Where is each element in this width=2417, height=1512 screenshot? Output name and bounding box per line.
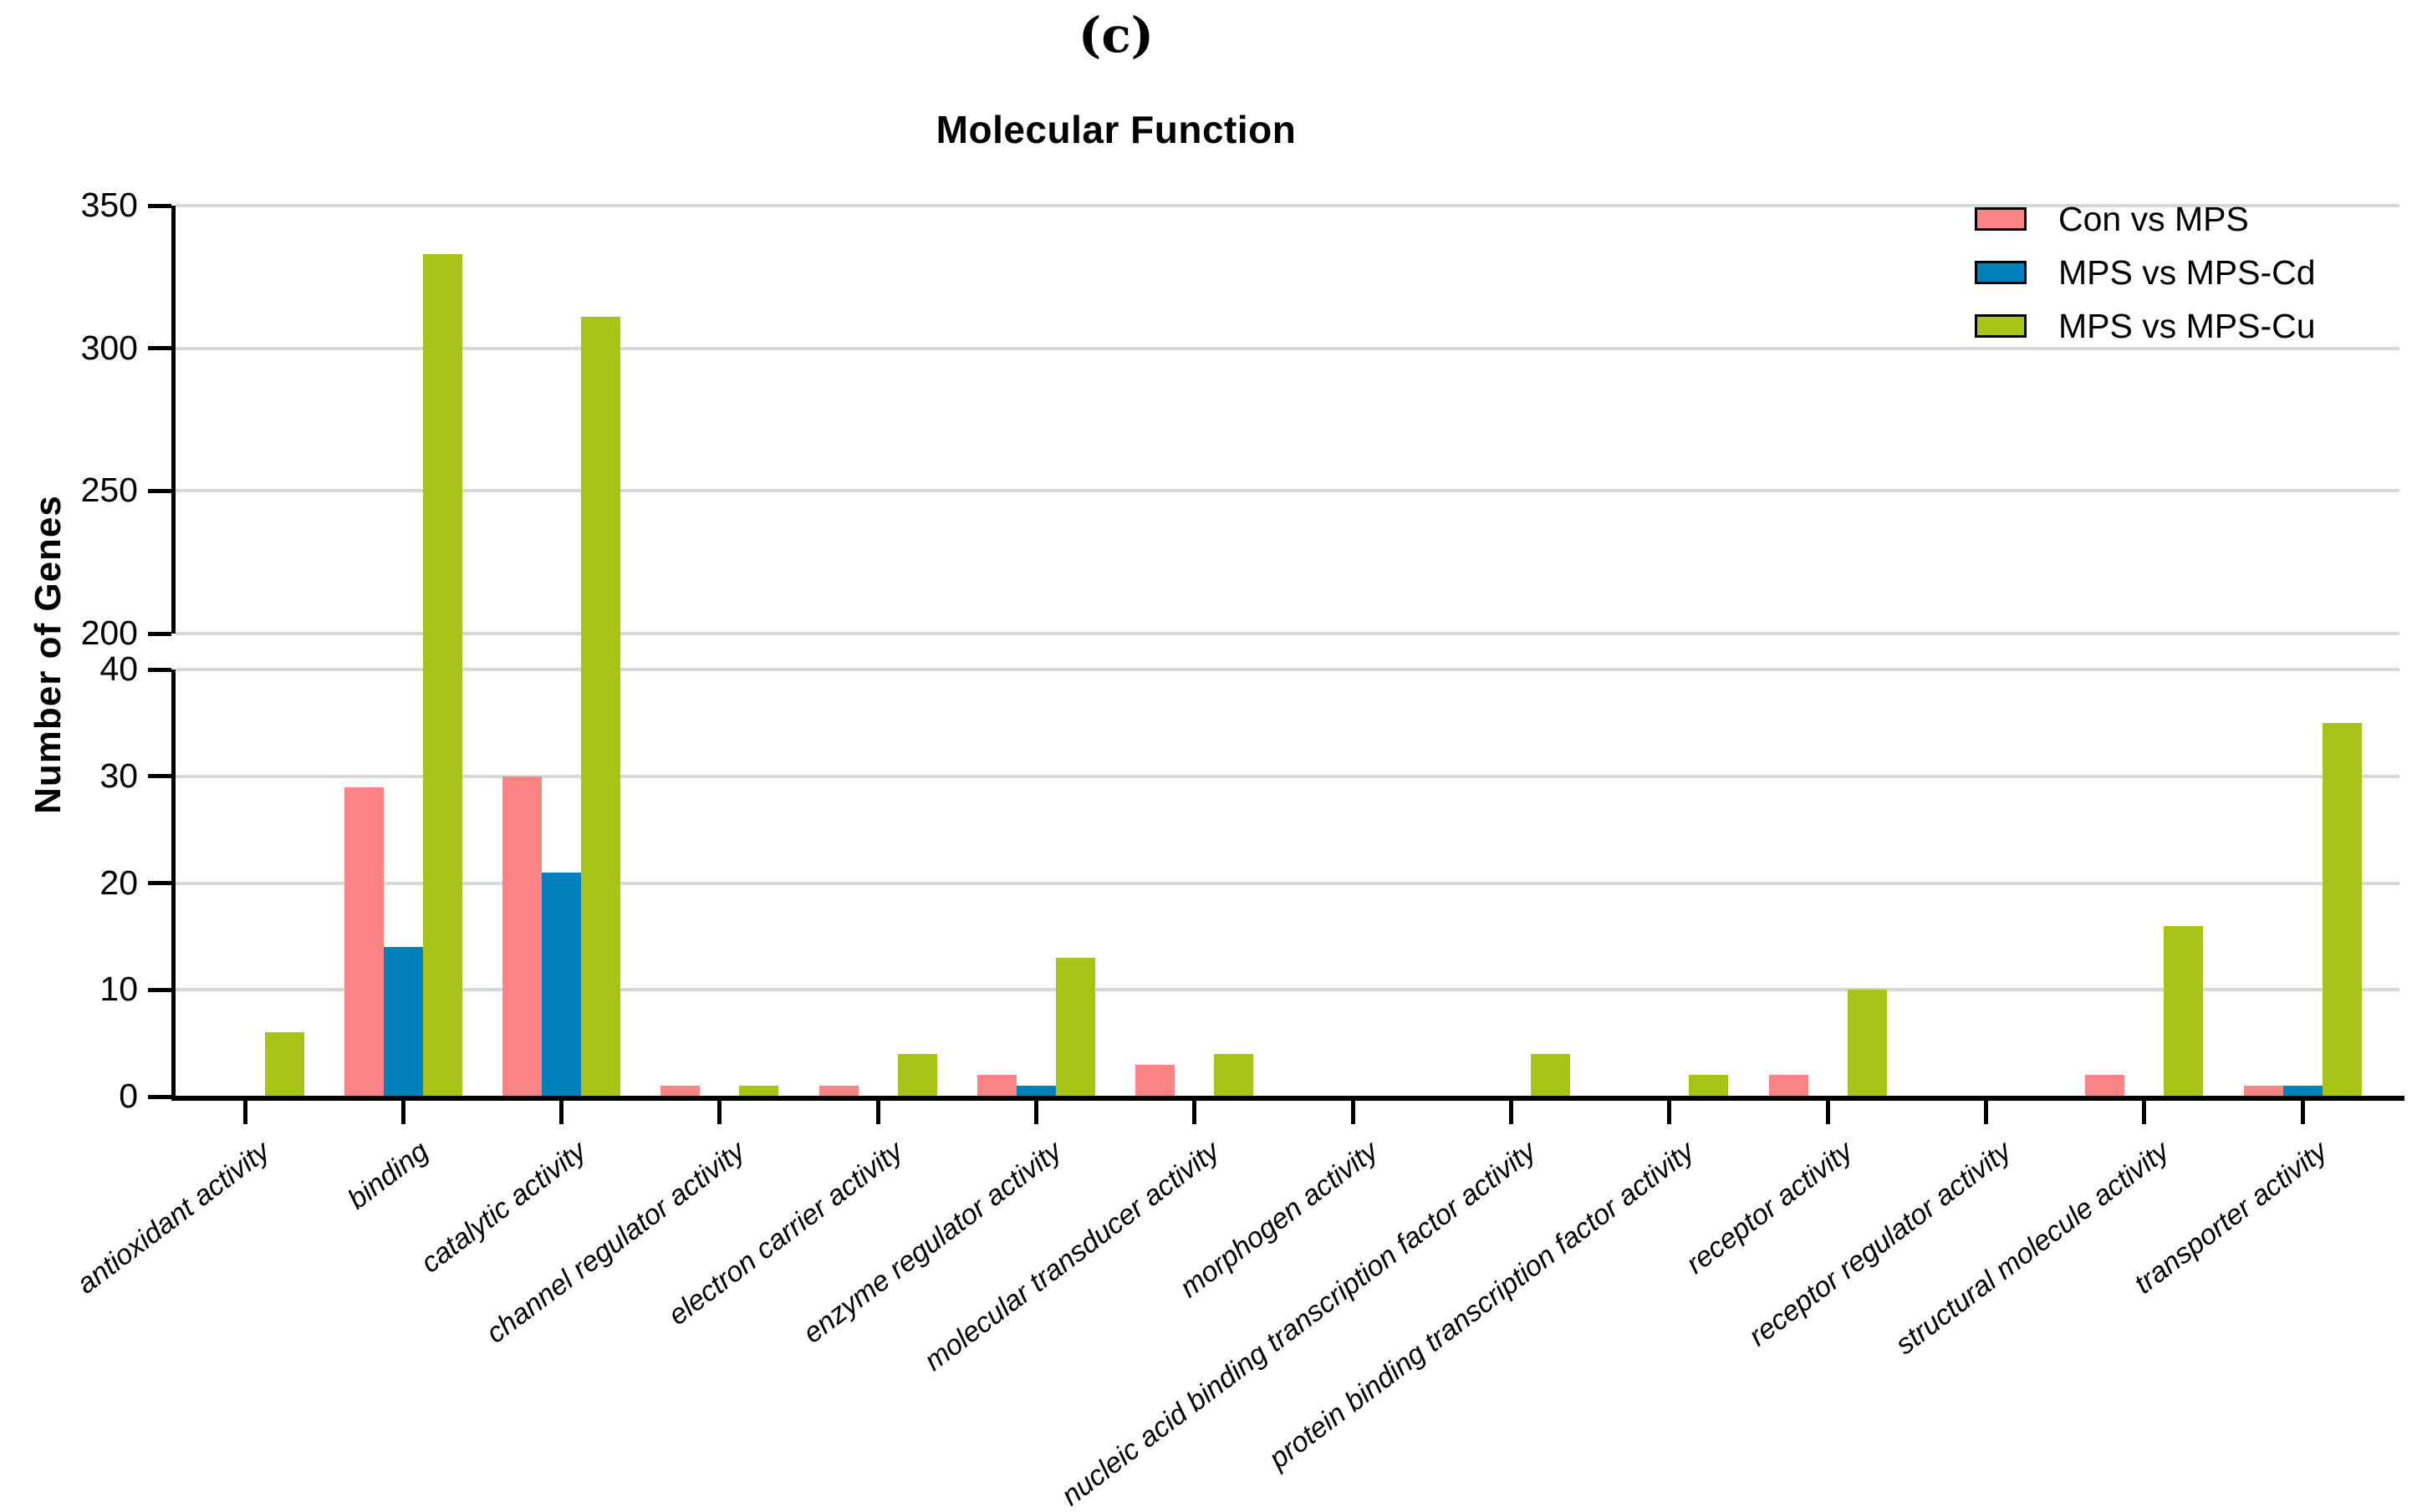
y-tick-label-20: 20 — [99, 863, 138, 902]
x-tick-7 — [1350, 1101, 1355, 1124]
y-tick-label-250: 250 — [80, 471, 138, 510]
bar-con-vs-mps-12 — [2085, 1075, 2125, 1097]
x-tick-9 — [1667, 1101, 1672, 1124]
bar-mps-vs-mps-cu-10 — [1847, 990, 1887, 1097]
bar-con-vs-mps-1 — [344, 787, 384, 1097]
bar-mps-vs-mps-cu-13 — [2322, 722, 2362, 1097]
gridline-y-300 — [176, 346, 2399, 350]
bar-mps-vs-mps-cd-5 — [1017, 1086, 1057, 1097]
x-tick-label-5: enzyme regulator activity — [797, 1135, 1068, 1350]
bar-mps-vs-mps-cu-6 — [1214, 1053, 1254, 1097]
legend-label-2: MPS vs MPS-Cu — [2058, 306, 2316, 345]
bar-mps-vs-mps-cu-12 — [2164, 925, 2204, 1097]
y-tick-300 — [148, 346, 171, 351]
bar-mps-vs-mps-cu-3 — [739, 1086, 779, 1097]
x-tick-13 — [2300, 1101, 2305, 1124]
x-tick-label-10: receptor activity — [1680, 1135, 1859, 1280]
y-tick-label-40: 40 — [99, 649, 138, 688]
chart-title: Molecular Function — [936, 108, 1297, 151]
legend-swatch-mps-vs-mps-cd — [1975, 261, 2027, 284]
y-axis-line-upper — [171, 206, 176, 634]
gridline-y-350 — [176, 204, 2399, 207]
x-tick-label-6: molecular transducer activity — [918, 1135, 1226, 1377]
bar-mps-vs-mps-cu-4 — [897, 1053, 937, 1097]
y-tick-0 — [148, 1094, 171, 1099]
bar-mps-vs-mps-cu-2 — [581, 317, 621, 1097]
x-tick-4 — [875, 1101, 880, 1124]
x-tick-12 — [2142, 1101, 2147, 1124]
bar-con-vs-mps-3 — [660, 1086, 701, 1097]
y-axis-line-lower — [171, 669, 176, 1100]
y-tick-label-30: 30 — [99, 756, 138, 795]
y-tick-label-10: 10 — [99, 970, 138, 1009]
y-tick-200 — [148, 631, 171, 636]
x-tick-3 — [717, 1101, 722, 1124]
y-tick-10 — [148, 987, 171, 992]
x-tick-label-1: binding — [341, 1135, 435, 1216]
y-tick-label-0: 0 — [119, 1077, 138, 1115]
gridline-y-30 — [176, 774, 2399, 778]
x-tick-5 — [1034, 1101, 1039, 1124]
y-tick-label-350: 350 — [80, 186, 138, 224]
x-tick-label-12: structural molecule activity — [1889, 1135, 2175, 1362]
legend-item-0: Con vs MPS — [1975, 199, 2316, 238]
legend-swatch-con-vs-mps — [1975, 207, 2027, 231]
x-tick-label-11: receptor regulator activity — [1742, 1135, 2017, 1353]
bar-mps-vs-mps-cu-1 — [422, 254, 462, 1097]
gridline-y-20 — [176, 881, 2399, 885]
x-tick-label-3: channel regulator activity — [480, 1135, 751, 1350]
legend-label-1: MPS vs MPS-Cd — [2058, 252, 2316, 292]
x-tick-1 — [400, 1101, 405, 1124]
legend-label-0: Con vs MPS — [2058, 199, 2249, 238]
gridline-y-40 — [176, 668, 2399, 671]
legend-item-2: MPS vs MPS-Cu — [1975, 306, 2316, 345]
x-axis-line — [171, 1096, 2404, 1101]
x-tick-11 — [1983, 1101, 1988, 1124]
x-tick-label-0: antioxidant activity — [71, 1135, 276, 1301]
legend-swatch-mps-vs-mps-cu — [1975, 314, 2027, 338]
x-tick-0 — [242, 1101, 247, 1124]
legend-item-1: MPS vs MPS-Cd — [1975, 252, 2316, 292]
x-tick-label-2: catalytic activity — [415, 1135, 593, 1280]
gridline-y-10 — [176, 988, 2399, 992]
bar-con-vs-mps-5 — [977, 1075, 1017, 1097]
y-tick-30 — [148, 774, 171, 779]
y-tick-label-300: 300 — [80, 328, 138, 367]
panel-label: (c) — [1078, 7, 1155, 64]
legend: Con vs MPS MPS vs MPS-Cd MPS vs MPS-Cu — [1975, 199, 2316, 361]
bar-mps-vs-mps-cu-9 — [1689, 1075, 1729, 1097]
bar-mps-vs-mps-cu-0 — [264, 1032, 304, 1097]
bar-con-vs-mps-13 — [2243, 1086, 2283, 1097]
bar-mps-vs-mps-cu-8 — [1530, 1053, 1570, 1097]
y-tick-250 — [148, 488, 171, 493]
bar-con-vs-mps-4 — [818, 1086, 859, 1097]
bar-mps-vs-mps-cu-5 — [1056, 957, 1096, 1097]
x-tick-2 — [559, 1101, 564, 1124]
x-tick-8 — [1508, 1101, 1513, 1124]
y-tick-label-200: 200 — [80, 613, 138, 652]
gridline-y-200 — [176, 632, 2399, 635]
gridline-y-250 — [176, 489, 2399, 493]
bar-con-vs-mps-10 — [1768, 1075, 1808, 1097]
x-tick-10 — [1825, 1101, 1830, 1124]
y-tick-350 — [148, 203, 171, 208]
y-tick-40 — [148, 667, 171, 672]
bar-mps-vs-mps-cd-13 — [2282, 1086, 2323, 1097]
bar-mps-vs-mps-cd-2 — [542, 872, 582, 1097]
bar-mps-vs-mps-cd-1 — [383, 947, 423, 1097]
bar-con-vs-mps-2 — [502, 776, 543, 1097]
y-tick-20 — [148, 881, 171, 885]
bar-con-vs-mps-6 — [1135, 1064, 1175, 1097]
x-tick-6 — [1192, 1101, 1197, 1124]
